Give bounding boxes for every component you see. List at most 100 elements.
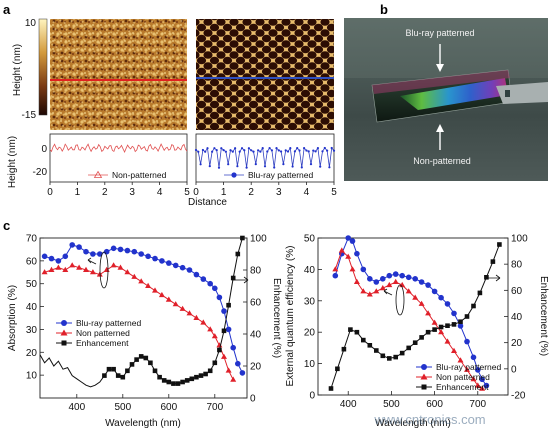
chart1-point-1 [338,247,345,253]
chart0-series-line-2 [39,237,243,388]
chart0-point-1 [211,333,218,339]
chart0-point-0 [131,248,138,255]
chart1-xtick-label: 500 [383,399,400,410]
chart1-point-0 [425,282,431,288]
chart0-point-2 [198,373,204,378]
profile-xtick-label: 1 [221,187,227,198]
chart0-point-2 [171,381,176,386]
chart1-annotation-arrow-right [486,274,501,282]
panel-label-b: b [380,2,388,17]
profile-point [215,149,218,152]
chart0-point-2 [189,376,195,382]
profile-point [236,165,239,168]
chart0-point-2 [115,373,121,378]
chart0-ytick-label: 50 [26,279,38,290]
chart0-y2tick-label: 60 [250,298,262,309]
chart0-point-0 [179,264,186,271]
chart0-point-1 [62,266,69,272]
profile-point [303,147,306,150]
chart0-point-2 [207,368,213,374]
chart0-xtick-label: 400 [68,402,85,413]
chart0-ytick-label: 20 [26,348,38,359]
chart0-point-2 [240,235,245,241]
chart1-point-0 [367,276,373,282]
chart1-ytick-label: 40 [304,265,316,276]
chart0-point-1 [186,310,193,316]
chart0-xtick-label: 700 [206,402,223,413]
chart1-point-1 [474,382,481,388]
chart0-point-2 [102,373,107,378]
chart0-point-2 [157,374,162,380]
chart1-point-1 [345,253,352,259]
profile-xtick-label: 0 [193,187,199,198]
chart0-point-1 [145,282,152,288]
profile-point [293,150,296,153]
chart0-point-2 [184,378,190,383]
profile-point [286,150,290,153]
profile-point [319,165,322,168]
blu-ray-grating [400,78,508,110]
chart0-y2tick-label: 0 [250,394,256,405]
chart0-point-0 [138,251,144,257]
chart0-point-1 [225,367,232,373]
chart0-point-1 [69,262,76,268]
chart0-point-2 [161,378,167,383]
chart1-point-0 [332,272,339,279]
chart1-point-0 [386,272,393,279]
chart0-point-0 [62,253,69,260]
chart0-point-0 [200,276,207,282]
chart0-point-0 [186,267,193,273]
profile-xtick-label: 3 [129,187,135,198]
chart0-point-0 [103,248,110,255]
profile-xtick-label: 1 [75,187,81,198]
profile-point [252,150,255,153]
legend-label-blu-ray-a: Blu-ray patterned [248,170,313,180]
chart1-point-2 [367,343,373,348]
chart0-point-2 [129,362,135,367]
chart0-point-1 [48,266,55,272]
chart0-y2tick-label: 20 [250,362,262,373]
chart1-y2tick-label: 0 [511,364,517,375]
chart1-ytick-label: 50 [304,234,316,245]
profile-xtick-label: 3 [276,187,282,198]
chart0-y2label: Enhancement (%) [271,278,282,358]
chart0-point-0 [166,260,172,266]
chart1-point-1 [457,357,464,363]
chart1-point-0 [345,235,352,241]
chart1-point-2 [477,290,483,296]
chart0-xtick-label: 600 [160,402,177,413]
chart0-ytick-label: 10 [26,371,38,382]
chart1-point-2 [497,242,502,247]
profile-point [222,149,225,152]
chart1-point-2 [374,348,379,353]
chart1-point-2 [438,324,444,330]
chart1-point-1 [349,266,356,272]
chart1-point-2 [451,322,457,327]
panel-b: Blu-ray patterned Non-patterned [344,18,548,181]
chart0-point-0 [83,248,89,255]
chart0-legend-marker-blu-ray [61,320,67,326]
chart1-point-2 [458,319,463,324]
chart1-ytick-label: 0 [309,391,315,402]
profile-xtick-label: 5 [184,187,190,198]
chart1-legend-marker-non-patterned [420,373,428,380]
profile-point [296,147,299,150]
chart1-point-2 [399,350,405,356]
chart1-annotation-ellipse [395,284,405,316]
profile-xtick-label: 2 [248,187,254,198]
chart1-point-2 [387,356,392,361]
chart0-point-0 [41,253,48,260]
profile-point [240,147,244,150]
profile-axes-left [49,133,188,183]
chart0-point-0 [212,285,218,292]
chart0-legend-marker-enhancement [61,340,67,346]
chart1-point-0 [457,323,464,329]
chart0-point-1 [207,326,214,332]
chart1-point-1 [332,266,339,272]
chart1-point-0 [399,272,406,279]
chart0-point-2 [152,368,158,374]
panel-label-c: c [3,218,11,233]
